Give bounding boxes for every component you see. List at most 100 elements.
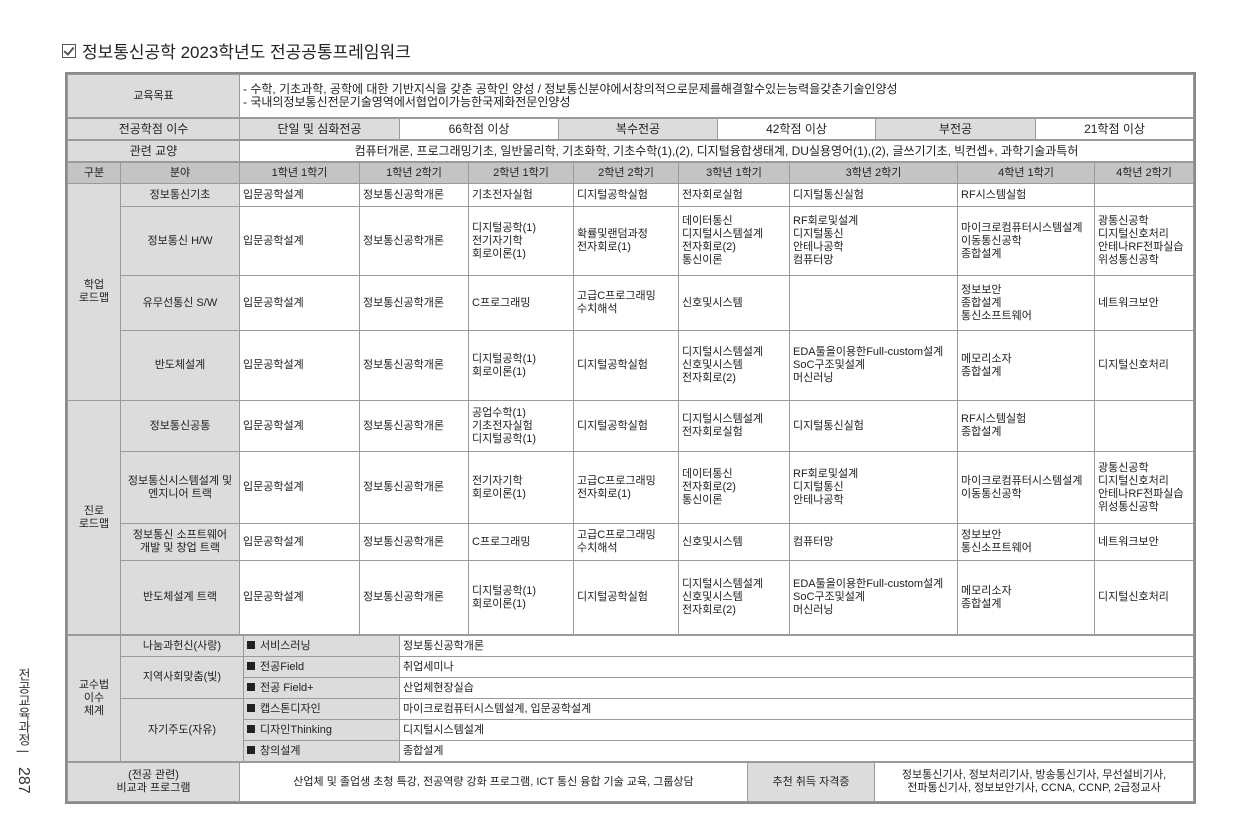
teaching-courses: 산업체현장실습: [399, 677, 1194, 699]
course-cell: 입문공학설계: [239, 183, 360, 207]
divider: |: [16, 749, 31, 757]
teaching-courses: 정보통신공학개론: [399, 635, 1194, 657]
course-cell: 정보통신공학개론: [359, 523, 469, 561]
course-cell: [1094, 400, 1194, 452]
course-cell: 정보통신공학개론: [359, 330, 469, 401]
header-row: 구분 분야 1학년 1학기 1학년 2학기 2학년 1학기 2학년 2학기 3학년 1학기 3…: [67, 162, 1194, 184]
page-footer-side: 전공교육과정 | 287: [14, 668, 33, 793]
table-row: 반도체설계 트랙 입문공학설계 정보통신공학개론 디지털공학(1) 회로이론(1) 디지…: [68, 560, 1194, 635]
course-cell: 입문공학설계: [239, 400, 360, 452]
course-cell: 전자회로실험: [678, 183, 790, 207]
credit-value: 21학점 이상: [1035, 118, 1194, 140]
teaching-label: 교수법 이수 체계: [67, 635, 121, 762]
section-label: 학업 로드맵: [67, 183, 121, 401]
teaching-method: 전공Field: [243, 656, 400, 678]
related-value: 컴퓨터개론, 프로그래밍기초, 일반물리학, 기초화학, 기초수학(1),(2)…: [239, 140, 1194, 162]
credit-type: 복수전공: [558, 118, 718, 140]
field-label: 정보통신시스템설계 및 엔지니어 트랙: [120, 451, 240, 524]
teaching-table: 교수법 이수 체계 나눔과헌신(사랑) 서비스러닝 정보통신공학개론 지역사회맞춤(빛)…: [67, 635, 1194, 762]
course-cell: RF시스템실험 종합설계: [957, 400, 1095, 452]
teaching-method: 전공 Field+: [243, 677, 400, 699]
checkbox-icon: [62, 43, 76, 58]
course-cell: 메모리소자 종합설계: [957, 330, 1095, 401]
course-cell: 디지털공학실험: [573, 400, 679, 452]
course-cell: 정보보안 종합설계 통신소프트웨어: [957, 275, 1095, 331]
course-cell: 데이터통신 디지털시스템설계 전자회로(2) 통신이론: [678, 206, 790, 276]
course-cell: 정보보안 통신소프트웨어: [957, 523, 1095, 561]
course-cell: EDA툴을이용한Full-custom설계 SoC구조및설계 머신러닝: [789, 560, 958, 635]
credits-table: 전공학점 이수 단일 및 심화전공 66학점 이상 복수전공 42학점 이상 부…: [67, 118, 1194, 140]
column-header: 구분: [67, 162, 121, 184]
course-cell: 입문공학설계: [239, 451, 360, 524]
roadmap-table: 구분 분야 1학년 1학기 1학년 2학기 2학년 1학기 2학년 2학기 3학년 1학기 3…: [67, 162, 1194, 635]
course-cell: 입문공학설계: [239, 560, 360, 635]
teaching-method: 캡스톤디자인: [243, 698, 400, 720]
credit-type: 부전공: [875, 118, 1036, 140]
course-cell: [1094, 183, 1194, 207]
teaching-row: 지역사회맞춤(빛) 전공Field 취업세미나: [68, 656, 1194, 699]
course-cell: 입문공학설계: [239, 206, 360, 276]
teaching-method: 디자인Thinking: [243, 719, 400, 741]
square-bullet-icon: [247, 745, 255, 754]
course-cell: 광통신공학 디지털신호처리 안테나RF전파실습 위성통신공학: [1094, 451, 1194, 524]
course-cell: 디지털시스템설계 신호및시스템 전자회로(2): [678, 330, 790, 401]
page-number: 287: [15, 766, 32, 794]
goals-label: 교육목표: [67, 74, 240, 118]
course-cell: 고급C프로그래밍 수치해석: [573, 275, 679, 331]
square-bullet-icon: [247, 724, 255, 733]
teaching-group: 나눔과헌신(사랑): [120, 635, 244, 657]
section-name: 전공교육과정: [16, 668, 31, 746]
course-cell: 디지털통신실험: [789, 183, 958, 207]
teaching-group: 지역사회맞춤(빛): [120, 656, 244, 699]
course-cell: 입문공학설계: [239, 330, 360, 401]
square-bullet-icon: [247, 640, 255, 649]
teaching-row: 전공 Field+ 산업체현장실습: [68, 677, 1194, 699]
credit-value: 66학점 이상: [399, 118, 559, 140]
teaching-courses: 마이크로컴퓨터시스템설계, 입문공학설계: [399, 698, 1194, 720]
column-header: 2학년 1학기: [468, 162, 574, 184]
page-title: 정보통신공학 2023학년도 전공공통프레임워크: [62, 38, 411, 63]
course-cell: 디지털신호처리: [1094, 330, 1194, 401]
course-cell: 메모리소자 종합설계: [957, 560, 1095, 635]
table-row: 정보통신 H/W 입문공학설계 정보통신공학개론 디지털공학(1) 전기자기학 회로이…: [68, 206, 1194, 276]
cert-value: 정보통신기사, 정보처리기사, 방송통신기사, 무선설비기사, 전파통신기사, …: [874, 762, 1194, 802]
course-cell: RF회로및설계 디지털통신 안테나공학: [789, 451, 958, 524]
teaching-group: 자기주도(자유): [120, 698, 244, 762]
course-cell: 정보통신공학개론: [359, 183, 469, 207]
teaching-row: 창의설계 종합설계: [68, 740, 1194, 762]
extracurricular-label: (전공 관련) 비교과 프로그램: [67, 762, 240, 802]
field-label: 반도체설계 트랙: [120, 560, 240, 635]
column-header: 3학년 2학기: [789, 162, 958, 184]
course-cell: 기초전자실험: [468, 183, 574, 207]
course-cell: 데이터통신 전자회로(2) 통신이론: [678, 451, 790, 524]
table-row: 정보통신 소프트웨어 개발 및 창업 트랙 입문공학설계 정보통신공학개론 C프로그래…: [68, 523, 1194, 561]
course-cell: 공업수학(1) 기초전자실험 디지털공학(1): [468, 400, 574, 452]
course-cell: 마이크로컴퓨터시스템설계 이동통신공학: [957, 451, 1095, 524]
table-row: 유무선통신 S/W 입문공학설계 정보통신공학개론 C프로그래밍 고급C프로그래밍 수치…: [68, 275, 1194, 331]
course-cell: 디지털시스템설계 신호및시스템 전자회로(2): [678, 560, 790, 635]
related-label: 관련 교양: [67, 140, 240, 162]
column-header: 분야: [120, 162, 240, 184]
method-name: 서비스러닝: [260, 639, 311, 652]
section-label: 진로 로드맵: [67, 400, 121, 635]
course-cell: 광통신공학 디지털신호처리 안테나RF전파실습 위성통신공학: [1094, 206, 1194, 276]
method-name: 창의설계: [260, 744, 301, 757]
credit-value: 42학점 이상: [717, 118, 876, 140]
course-cell: 확률및랜덤과정 전자회로(1): [573, 206, 679, 276]
course-cell: 고급C프로그래밍 전자회로(1): [573, 451, 679, 524]
square-bullet-icon: [247, 661, 255, 670]
teaching-courses: 취업세미나: [399, 656, 1194, 678]
table-row: 진로 로드맵 정보통신공통 입문공학설계 정보통신공학개론 공업수학(1) 기초전자실험…: [67, 400, 1194, 635]
field-label: 정보통신기초: [120, 183, 240, 207]
course-cell: 네트워크보안: [1094, 523, 1194, 561]
teaching-courses: 디지털시스템설계: [399, 719, 1194, 741]
goals-value: - 수학, 기초과학, 공학에 대한 기반지식을 갖춘 공학인 양성 / 정보통…: [239, 74, 1194, 118]
teaching-courses: 종합설계: [399, 740, 1194, 762]
field-label: 반도체설계: [120, 330, 240, 401]
table-row: 학업 로드맵 정보통신기초 입문공학설계 정보통신공학개론 기초전자실험 디지털공학실험 전…: [67, 183, 1194, 401]
teaching-row: 자기주도(자유) 캡스톤디자인 마이크로컴퓨터시스템설계, 입문공학설계: [68, 698, 1194, 762]
teaching-row: 디자인Thinking 디지털시스템설계: [68, 719, 1194, 741]
related-table: 관련 교양 컴퓨터개론, 프로그래밍기초, 일반물리학, 기초화학, 기초수학(…: [67, 140, 1194, 162]
course-cell: 정보통신공학개론: [359, 560, 469, 635]
cert-label: 추천 취득 자격증: [747, 762, 875, 802]
